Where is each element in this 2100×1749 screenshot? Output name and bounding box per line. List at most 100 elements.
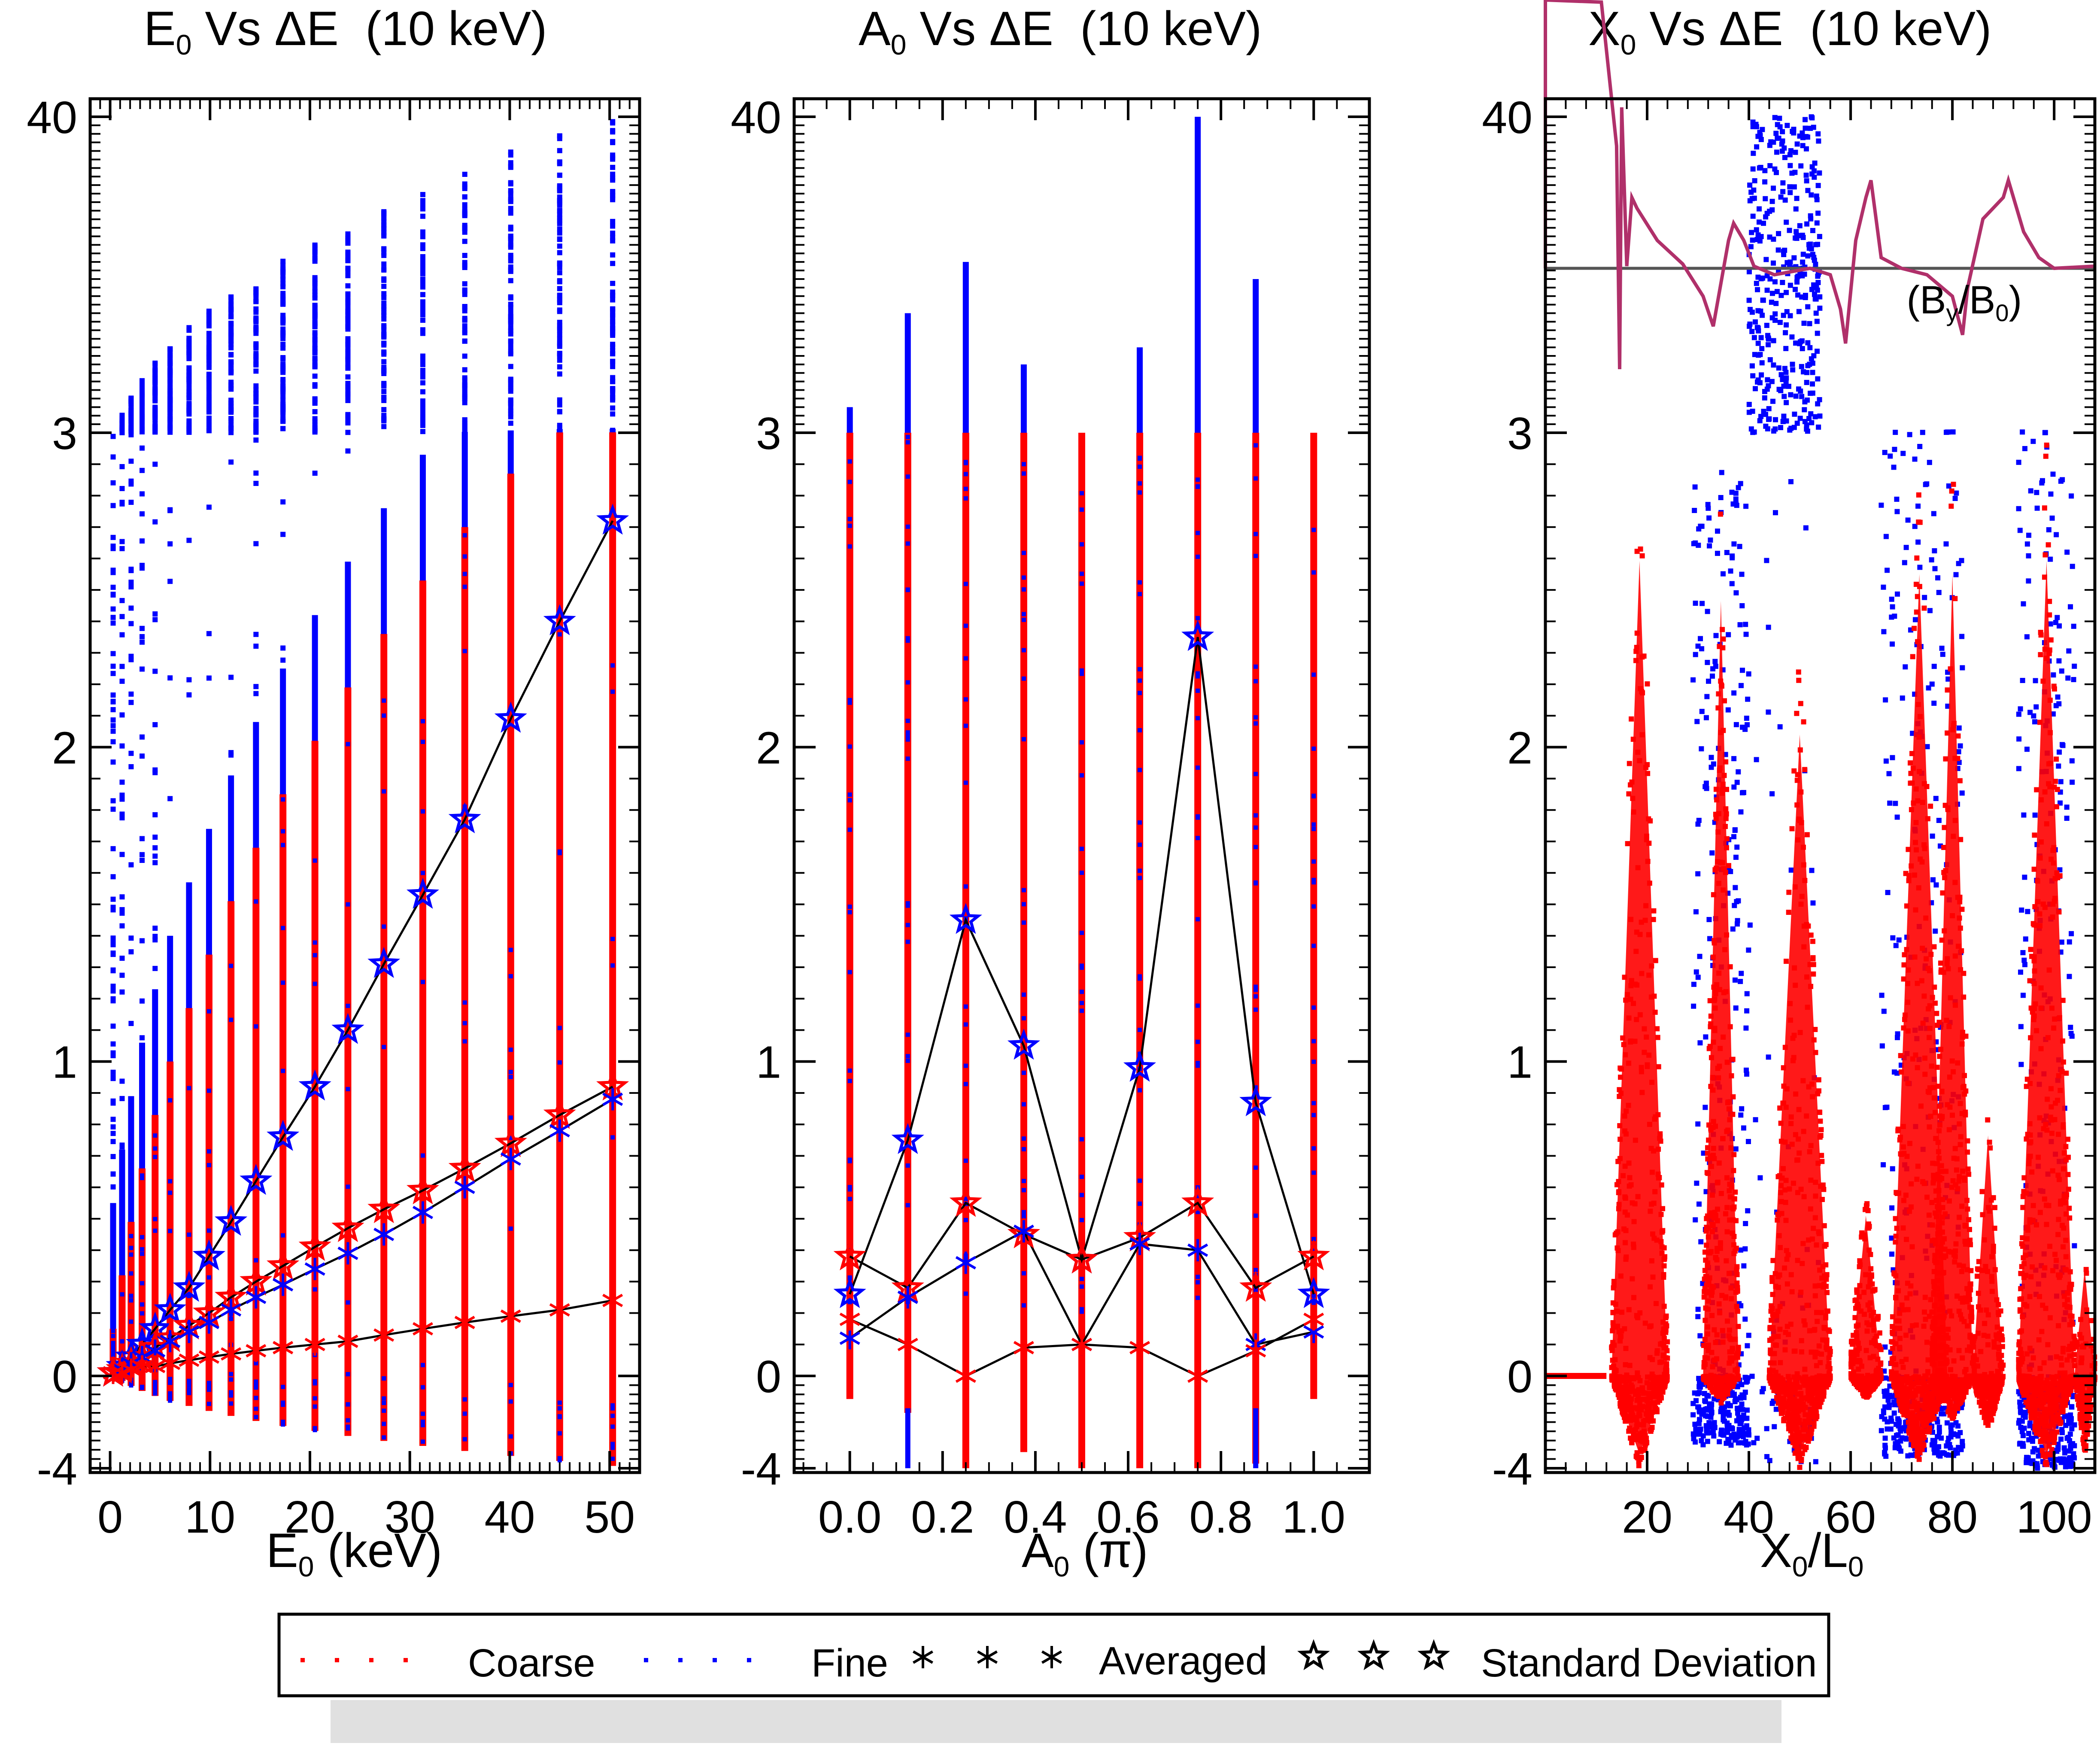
fine-point [1760,298,1766,303]
fine-point [2064,815,2070,821]
fine-point [2066,648,2072,654]
fine-point [610,364,616,369]
fine-point [152,668,158,674]
fine-point [280,345,286,351]
fine-point [2016,459,2021,465]
fine-point [1741,1263,1747,1269]
fine-point [1695,1121,1701,1127]
fine-point [1253,476,1258,481]
fine-point [140,468,145,473]
fine-point [420,739,425,744]
fine-point [110,988,116,994]
fine-point [168,1190,173,1195]
fine-point [140,1336,145,1341]
fine-point [462,253,467,258]
fine-point [1253,679,1258,683]
fine-point [557,849,562,854]
fine-point [1766,342,1771,348]
fine-point [1896,1418,1902,1424]
fine-point [1815,280,1821,285]
coarse-point [1626,1428,1632,1434]
fine-point [1311,1237,1316,1242]
fine-point [1080,1284,1084,1289]
fine-point [1703,780,1709,786]
fine-point [1794,196,1800,201]
fine-point [110,907,116,913]
fine-point [1776,365,1781,371]
fine-point [280,284,286,290]
fine-point [1080,668,1084,673]
fine-point [229,963,234,968]
fine-point [847,700,852,705]
fine-point [152,611,158,617]
fine-point [1699,601,1705,606]
fine-point [1788,867,1794,873]
fine-point [2070,564,2075,569]
fine-point [253,317,259,322]
fine-point [167,369,173,375]
fine-point [1732,1399,1738,1404]
fine-point [1138,667,1142,671]
avg-asterisk-marker [500,1148,521,1170]
fine-point [111,1329,115,1333]
fine-point [1080,1218,1084,1223]
fine-point [312,428,318,433]
fine-point [186,386,192,392]
fine-point [905,730,910,735]
fine-point [281,1400,285,1405]
fine-point [1805,134,1810,140]
fine-point [119,907,125,912]
fine-point [1772,510,1778,516]
fine-point [119,743,125,749]
fine-point [508,191,513,196]
fine-point [1890,1166,1895,1172]
fine-point [1782,197,1788,203]
fine-point [420,246,425,251]
fine-point [1815,349,1820,354]
fine-point [312,382,318,388]
fine-point [1764,386,1770,392]
fine-point [1817,305,1823,311]
fine-point [1814,193,1819,199]
fine-point [2055,1446,2061,1452]
fine-point [1810,252,1815,257]
fine-point [1953,572,1959,577]
fine-point [1759,360,1765,366]
fine-point [1766,709,1771,715]
fine-point [228,294,234,300]
fine-point [128,691,134,697]
fine-point [2033,678,2038,683]
fine-point [1787,184,1793,190]
fine-point [420,192,425,197]
fine-point [1956,725,1962,731]
fine-point [1196,765,1200,770]
fine-point [1815,210,1821,216]
fine-point [1883,534,1889,539]
fine-point [1717,1439,1722,1445]
fine-point [1960,1443,1965,1448]
fine-point [1882,1451,1888,1457]
fine-point [1758,234,1764,240]
fine-point [280,258,286,264]
fine-point [420,809,425,814]
fine-point [312,397,318,403]
fine-point [508,1399,513,1404]
fine-point [557,226,562,232]
fine-point [119,425,125,430]
fine-point [1805,253,1811,259]
fine-point [254,1258,258,1263]
fine-point [128,401,134,407]
fine-point [229,1372,234,1376]
fine-point [1787,190,1793,195]
fine-point [1903,1436,1908,1441]
fine-point [206,361,212,367]
fine-point [280,317,286,323]
fine-point [119,539,125,544]
fine-point [1744,716,1749,721]
fine-point [152,398,158,404]
fine-point [1138,868,1142,873]
fine-point [345,309,351,315]
fine-point [253,399,259,405]
fine-point [508,389,513,394]
fine-point [610,351,616,357]
